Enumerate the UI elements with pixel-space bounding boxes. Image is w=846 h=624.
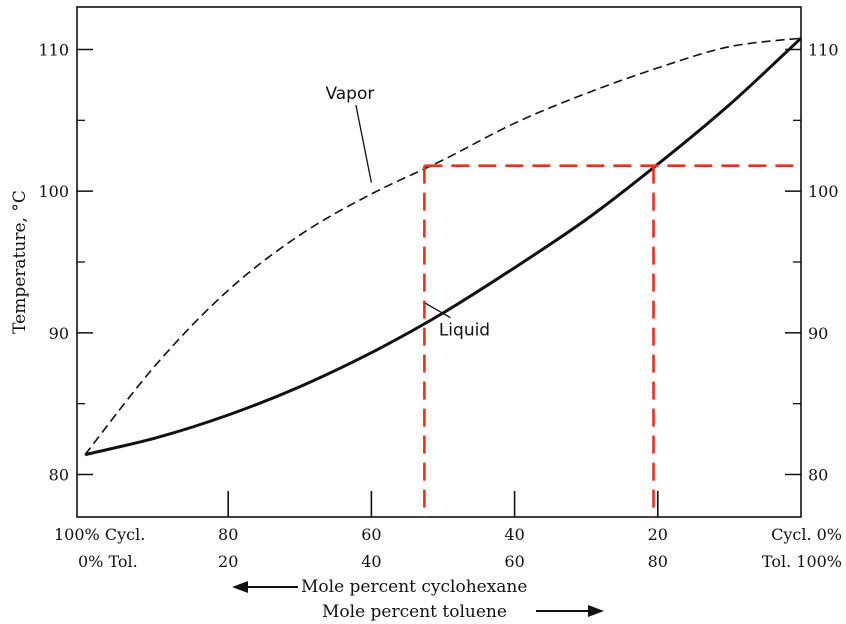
annotation-liquid: Liquid <box>439 321 490 341</box>
axis-ticks <box>77 48 801 517</box>
annotation-vapor: Vapor <box>325 84 374 104</box>
x-tick-label-cyclohexane: 80 <box>218 525 238 544</box>
x-tick-label-toluene: 40 <box>361 552 381 571</box>
x-tick-label-toluene: 0% Tol. <box>78 552 138 571</box>
x-tick-label-toluene: 20 <box>218 552 238 571</box>
x-tick-labels: 100% Cycl. 80 60 40 20 Cycl. 0% 0% Tol. 20 40 60 8… <box>54 525 842 571</box>
y-tick-label-right: 110 <box>808 41 839 60</box>
tie-line-group <box>423 164 795 517</box>
plot-frame <box>76 6 802 518</box>
x-axis-label-secondary: Mole percent toluene <box>322 602 507 622</box>
y-tick-labels-left: 80 90 100 110 <box>38 41 69 485</box>
y-axis-label: Temperature, °C <box>10 190 30 334</box>
y-tick-label-left: 80 <box>49 466 69 485</box>
x-tick-label-cyclohexane: 20 <box>648 525 668 544</box>
x-tick-label-cyclohexane: Cycl. 0% <box>771 525 842 544</box>
y-tick-label-right: 80 <box>808 466 828 485</box>
x-axis-label-toluene: Mole percent toluene <box>322 602 604 622</box>
x-tick-label-toluene: 80 <box>648 552 668 571</box>
arrow-left-icon <box>232 581 248 593</box>
series-group <box>84 37 803 457</box>
x-tick-label-cyclohexane: 40 <box>504 525 524 544</box>
series-line-liquid <box>84 37 803 457</box>
y-tick-label-left: 90 <box>49 324 69 343</box>
x-tick-label-toluene: Tol. 100% <box>762 552 842 571</box>
x-tick-label-cyclohexane: 60 <box>361 525 381 544</box>
y-tick-label-left: 110 <box>38 41 69 60</box>
annotation-leader-vapor <box>355 104 373 183</box>
annotation-leader-liquid <box>424 302 451 319</box>
y-tick-labels-right: 80 90 100 110 <box>808 41 839 485</box>
annotations: Vapor Liquid <box>325 84 490 341</box>
arrow-right-icon <box>588 605 604 617</box>
y-tick-label-left: 100 <box>38 182 69 201</box>
x-tick-label-cyclohexane: 100% Cycl. <box>54 525 145 544</box>
x-axis-label-cyclohexane: Mole percent cyclohexane <box>232 577 527 597</box>
series-line-vapor <box>84 37 802 456</box>
x-axis-label-primary: Mole percent cyclohexane <box>301 577 527 597</box>
x-tick-label-toluene: 60 <box>504 552 524 571</box>
y-tick-label-right: 100 <box>808 182 839 201</box>
y-tick-label-right: 90 <box>808 324 828 343</box>
